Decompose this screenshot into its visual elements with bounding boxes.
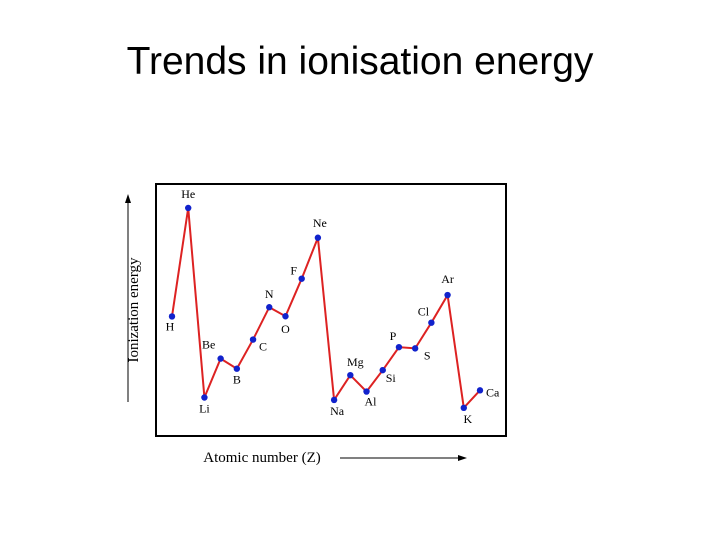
- point-label-na: Na: [330, 404, 345, 418]
- slide-title: Trends in ionisation energy: [126, 40, 594, 83]
- data-point-li: [201, 394, 208, 401]
- point-label-mg: Mg: [347, 355, 364, 369]
- point-label-al: Al: [365, 395, 378, 409]
- data-point-na: [330, 396, 338, 404]
- point-label-o: O: [281, 322, 290, 336]
- point-label-ne: Ne: [313, 216, 327, 230]
- data-point-mg: [347, 371, 354, 379]
- data-point-ca: [476, 387, 484, 394]
- y-axis-arrow-head: [125, 194, 131, 203]
- data-point-o: [282, 313, 289, 320]
- data-point-f: [298, 275, 305, 282]
- data-point-b: [233, 365, 241, 372]
- point-label-li: Li: [199, 401, 210, 415]
- point-label-b: B: [233, 373, 241, 387]
- point-label-k: K: [463, 412, 472, 426]
- x-axis-arrow-head: [458, 455, 467, 461]
- point-label-s: S: [424, 348, 431, 362]
- point-label-he: He: [181, 187, 195, 201]
- data-point-ne: [314, 234, 322, 241]
- x-axis-label: Atomic number (Z): [203, 450, 320, 466]
- data-point-s: [411, 345, 419, 352]
- data-point-p: [395, 343, 403, 351]
- data-point-c: [249, 336, 257, 343]
- marker-layer: [168, 204, 484, 412]
- data-point-ar: [444, 291, 451, 299]
- point-label-si: Si: [386, 371, 397, 385]
- point-label-ca: Ca: [486, 385, 500, 399]
- data-point-he: [185, 204, 192, 212]
- y-axis-label: Ionization energy: [126, 257, 142, 363]
- point-label-h: H: [166, 319, 175, 333]
- data-point-h: [168, 313, 176, 320]
- data-point-be: [217, 355, 224, 362]
- chart-frame: [155, 183, 507, 437]
- data-point-n: [266, 304, 273, 311]
- data-point-si: [379, 366, 386, 374]
- point-label-cl: Cl: [418, 305, 430, 319]
- data-point-al: [363, 388, 370, 395]
- point-label-f: F: [290, 264, 297, 278]
- data-point-k: [460, 404, 467, 412]
- point-label-be: Be: [202, 338, 215, 352]
- label-layer: H He Li Be B C N O F Ne Na Mg Al Si P S Cl Ar K Ca: [166, 187, 500, 426]
- point-label-n: N: [265, 287, 274, 301]
- point-label-c: C: [259, 340, 267, 354]
- point-label-p: P: [390, 329, 397, 343]
- point-label-ar: Ar: [441, 272, 454, 286]
- data-point-cl: [428, 319, 435, 326]
